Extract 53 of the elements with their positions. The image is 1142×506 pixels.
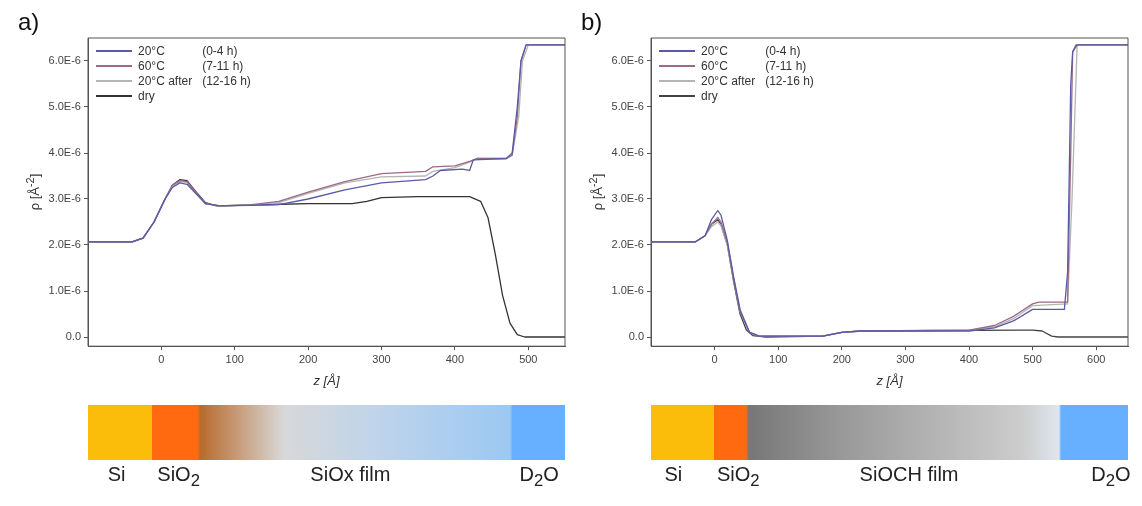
x-tick-label: 300 [896, 352, 915, 365]
annotation: (7-11 h) [202, 59, 245, 73]
text: SiO$_{2}$ [716, 463, 760, 491]
x-axis-title: z [Å] [312, 372, 340, 388]
x-tick-label: 200 [298, 352, 318, 365]
chart-title: a) [18, 8, 40, 36]
text: SiOCH film [859, 463, 959, 486]
text: D$_{2}$O [1091, 463, 1131, 491]
x-tick-label: 0 [711, 352, 718, 365]
text: Si [107, 463, 126, 486]
legend-label: 60°C [701, 59, 729, 73]
legend-label: 60°C [138, 59, 166, 73]
y-tick-label: 4.0E-6 [611, 146, 644, 159]
x-tick-label: 400 [445, 352, 465, 365]
x-tick-label: 500 [1023, 352, 1042, 365]
y-tick-label: 2.0E-6 [48, 238, 81, 251]
chart-title: b) [581, 8, 603, 36]
text: D$_{2}$O [519, 463, 559, 491]
text: SiOx film [310, 463, 391, 486]
text: Si [664, 463, 683, 486]
x-tick-label: 600 [1087, 352, 1106, 365]
x-tick-label: 100 [225, 352, 244, 365]
x-tick-label: 0 [158, 352, 165, 365]
y-tick-label: 1.0E-6 [611, 284, 644, 297]
x-tick-label: 500 [519, 352, 538, 365]
y-tick-label: 5.0E-6 [611, 100, 644, 113]
y-tick-label: 4.0E-6 [48, 146, 81, 159]
y-tick-label: 3.0E-6 [48, 192, 81, 205]
legend-label: dry [701, 89, 719, 103]
annotation: (12-16 h) [765, 74, 814, 88]
legend-label: 20°C after [701, 74, 756, 88]
y-tick-label: 0.0 [628, 330, 644, 343]
x-tick-label: 200 [832, 352, 851, 365]
y-tick-label: 6.0E-6 [611, 54, 644, 67]
x-tick-label: 400 [959, 352, 979, 365]
legend-label: dry [138, 89, 156, 103]
annotation: (0-4 h) [202, 44, 239, 58]
y-tick-label: 2.0E-6 [611, 238, 644, 251]
x-axis-title: z [Å] [875, 372, 903, 388]
legend-label: 20°C [701, 44, 729, 58]
text: SiO$_{2}$ [157, 463, 200, 491]
y-tick-label: 5.0E-6 [48, 100, 81, 113]
annotation: (12-16 h) [202, 74, 251, 88]
legend-label: 20°C after [138, 74, 193, 88]
annotation: (0-4 h) [765, 44, 802, 58]
y-tick-label: 3.0E-6 [611, 192, 644, 205]
x-tick-label: 100 [769, 352, 788, 365]
y-tick-label: 1.0E-6 [48, 284, 81, 297]
y-tick-label: 0.0 [65, 330, 81, 343]
annotation: (7-11 h) [765, 59, 808, 73]
x-tick-label: 300 [372, 352, 391, 365]
y-tick-label: 6.0E-6 [48, 54, 81, 67]
legend-label: 20°C [138, 44, 166, 58]
